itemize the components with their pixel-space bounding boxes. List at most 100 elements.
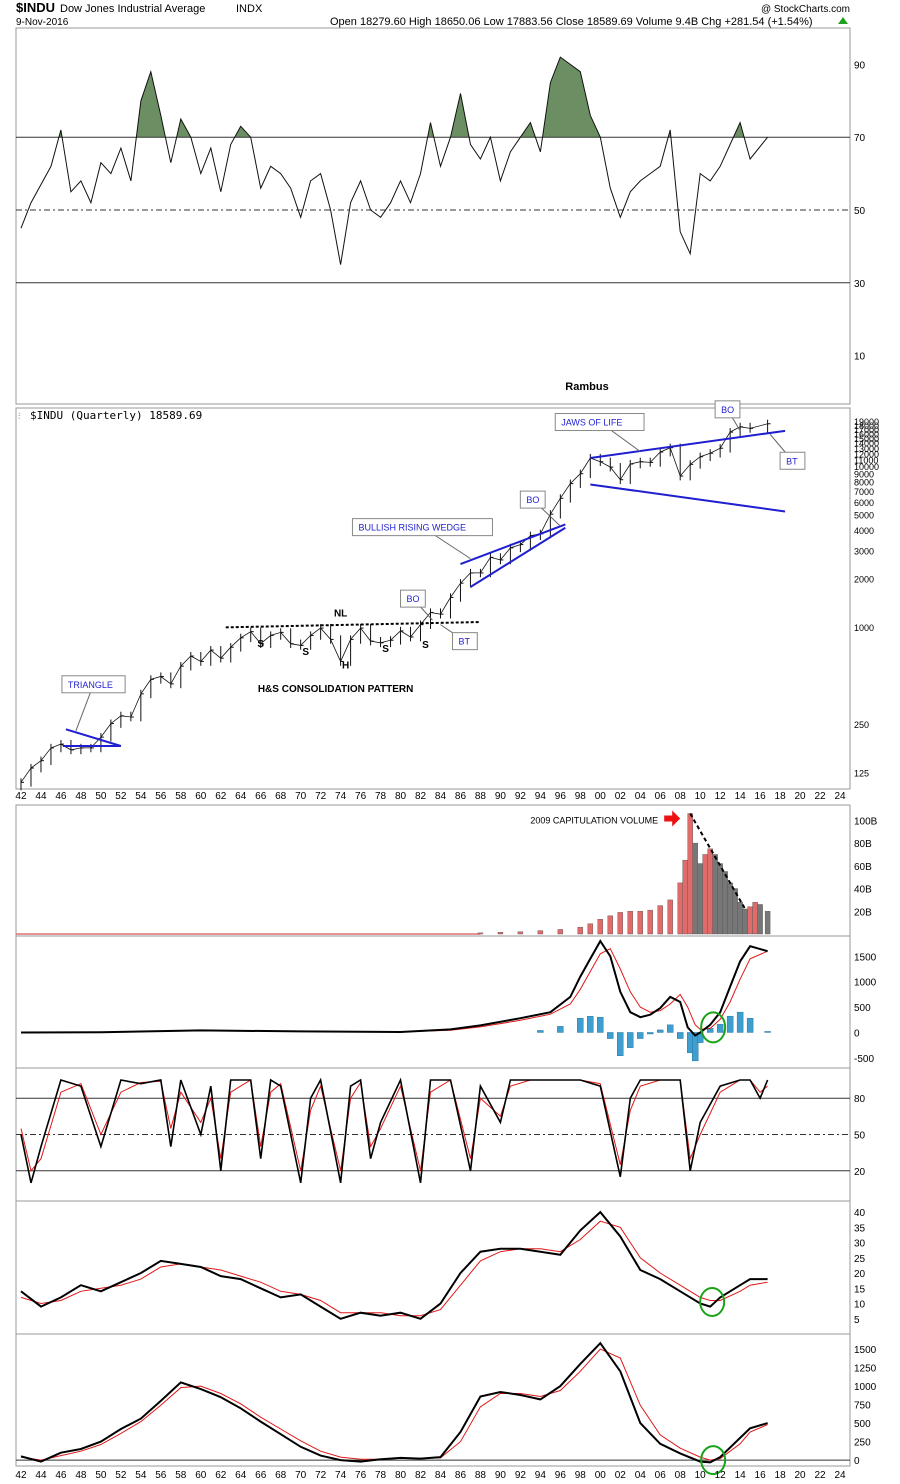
bottom-x-tick-label: 88 xyxy=(475,1470,487,1481)
wedge-upper-line xyxy=(460,523,566,565)
index-name: Dow Jones Industrial Average xyxy=(60,3,205,15)
bottom-x-tick-label: 52 xyxy=(115,1470,127,1481)
price-tick-label: 19000 xyxy=(854,417,879,427)
x-tick-label: 06 xyxy=(655,791,667,802)
volume-bar xyxy=(742,908,748,935)
price-tick-label: 250 xyxy=(854,720,869,730)
x-tick-label: 62 xyxy=(215,791,227,802)
bottom-x-tick-label: 42 xyxy=(15,1470,27,1481)
bottom-x-tick-label: 50 xyxy=(95,1470,107,1481)
bt-label-2: BT xyxy=(786,456,798,466)
bottom-x-tick-label: 94 xyxy=(535,1470,547,1481)
x-tick-label: 46 xyxy=(55,791,67,802)
x-tick-label: 42 xyxy=(15,791,27,802)
x-tick-label: 98 xyxy=(575,791,587,802)
bottom-x-tick-label: 48 xyxy=(75,1470,87,1481)
macd-histogram-bar xyxy=(657,1029,664,1033)
adx-tick-label: 30 xyxy=(854,1239,866,1250)
x-tick-label: 52 xyxy=(115,791,127,802)
momentum-signal-line xyxy=(20,1348,768,1461)
bo-label-3-box xyxy=(714,400,741,419)
price-tick-label: 1000 xyxy=(854,623,874,633)
price-line xyxy=(20,423,768,783)
volume-bar xyxy=(747,906,753,935)
x-tick-label: 12 xyxy=(715,791,727,802)
x-tick-label: 02 xyxy=(615,791,627,802)
adx-tick-label: 40 xyxy=(854,1208,866,1219)
adx-tick-label: 25 xyxy=(854,1254,866,1265)
x-tick-label: 04 xyxy=(635,791,647,802)
bottom-x-tick-label: 80 xyxy=(395,1470,407,1481)
volume-bar xyxy=(517,931,524,935)
bo-label-3: BO xyxy=(721,405,734,415)
x-tick-label: 24 xyxy=(834,791,846,802)
x-tick-label: 20 xyxy=(794,791,806,802)
jaws-label-box xyxy=(554,413,645,432)
volume-tick-label: 100B xyxy=(854,816,878,827)
bo-label-1-box xyxy=(400,589,426,608)
quote-line: Open 18279.60 High 18650.06 Low 17883.56… xyxy=(330,16,813,28)
stoch-tick-label: 50 xyxy=(854,1131,866,1142)
macd-tick-label: 500 xyxy=(854,1003,871,1014)
bottom-x-tick-label: 66 xyxy=(255,1470,267,1481)
x-tick-label: 50 xyxy=(95,791,107,802)
macd-tick-label: 1500 xyxy=(854,952,877,963)
author-label: Rambus xyxy=(565,381,608,393)
volume-bar xyxy=(717,863,723,935)
macd-histogram-bar xyxy=(637,1032,644,1039)
momentum-tick-label: 250 xyxy=(854,1438,871,1449)
panel-frames xyxy=(15,27,851,1467)
bottom-x-tick-label: 82 xyxy=(415,1470,427,1481)
triangle-label: TRIANGLE xyxy=(68,680,113,690)
bottom-x-tick-label: 76 xyxy=(355,1470,367,1481)
macd-tick-label: 1000 xyxy=(854,978,877,989)
macd-histogram-bar xyxy=(647,1032,654,1035)
panel-frame-adx xyxy=(15,1200,851,1335)
watermark: @ StockCharts.com xyxy=(761,4,850,15)
macd-histogram-bar xyxy=(557,1026,564,1033)
macd-histogram-bar xyxy=(587,1016,594,1033)
adx-tick-label: 35 xyxy=(854,1223,866,1234)
hs-letter: S xyxy=(302,647,309,658)
chart-layer: 1030507090125250100020003000400050006000… xyxy=(15,56,879,1481)
volume-bar xyxy=(477,932,484,935)
adx-tick-label: 5 xyxy=(854,1315,860,1326)
momentum-tick-label: 750 xyxy=(854,1401,871,1412)
bottom-x-tick-label: 96 xyxy=(555,1470,567,1481)
volume-bar xyxy=(757,904,763,935)
volume-bar xyxy=(727,882,733,935)
volume-trendline xyxy=(689,813,746,910)
wedge-label-box xyxy=(351,518,493,537)
bt-label-1: BT xyxy=(458,637,470,647)
hs-letter: S xyxy=(422,640,429,651)
volume-bar xyxy=(677,882,683,935)
volume-bar xyxy=(722,871,728,935)
momentum-tick-label: 1250 xyxy=(854,1364,877,1375)
hs-letter: S xyxy=(382,644,389,655)
x-tick-label: 72 xyxy=(315,791,327,802)
volume-bar xyxy=(752,901,758,935)
x-tick-label: 18 xyxy=(775,791,787,802)
panel-frame-mom xyxy=(15,1333,851,1467)
bottom-x-tick-label: 24 xyxy=(834,1470,846,1481)
volume-bar xyxy=(682,859,688,935)
hs-letter: S xyxy=(257,639,264,650)
adx-signal-line xyxy=(20,1220,768,1317)
volume-bar xyxy=(497,932,504,935)
volume-bar xyxy=(702,854,708,935)
rsi-tick-label: 10 xyxy=(854,352,866,363)
x-tick-label: 58 xyxy=(175,791,187,802)
up-arrow-icon xyxy=(838,17,848,24)
x-tick-label: 68 xyxy=(275,791,287,802)
macd-crossover-circle xyxy=(700,1011,727,1044)
rsi-line xyxy=(20,56,768,265)
price-tick-label: 15000 xyxy=(854,434,879,444)
neckline-label: NL xyxy=(334,609,347,620)
price-tick-label: 125 xyxy=(854,768,869,778)
momentum-tick-label: 1500 xyxy=(854,1345,877,1356)
macd-signal-line xyxy=(20,948,768,1033)
x-tick-label: 84 xyxy=(435,791,447,802)
price-tick-label: 16000 xyxy=(854,429,879,439)
bo-label-1: BO xyxy=(407,594,420,604)
bottom-x-tick-label: 00 xyxy=(595,1470,607,1481)
